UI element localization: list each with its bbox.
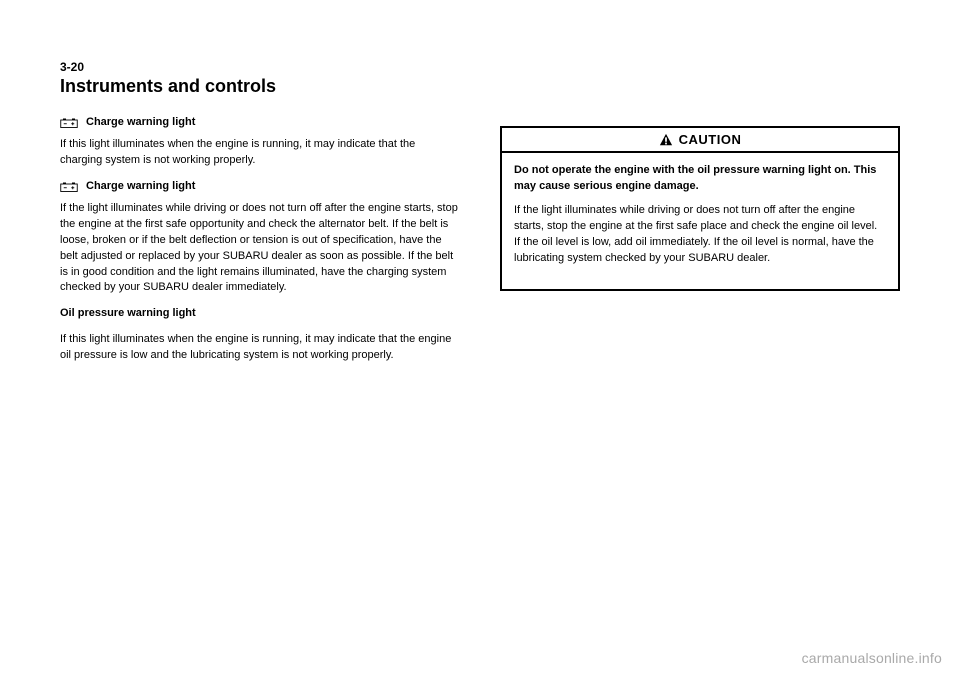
left-paragraph-3: If this light illuminates when the engin…: [60, 332, 460, 364]
charge-warning-row-1: Charge warning light: [60, 115, 460, 131]
caution-header: CAUTION: [502, 128, 898, 153]
caution-label: CAUTION: [679, 132, 742, 147]
oil-pressure-subhead: Oil pressure warning light: [60, 306, 460, 322]
two-column-layout: 3-20 Instruments and controls Charge war…: [60, 60, 900, 374]
charge-warning-row-2: Charge warning light: [60, 179, 460, 195]
caution-paragraph-2: If the light illuminates while driving o…: [514, 203, 886, 267]
caution-paragraph-1: Do not operate the engine with the oil p…: [514, 163, 886, 195]
manual-page: 3-20 Instruments and controls Charge war…: [0, 0, 960, 678]
watermark: carmanualsonline.info: [802, 650, 942, 666]
section-title: Instruments and controls: [60, 76, 460, 97]
spacer: [500, 60, 900, 122]
charge-warning-label-2: Charge warning light: [86, 179, 195, 195]
left-paragraph-1: If this light illuminates when the engin…: [60, 137, 460, 169]
section-number: 3-20: [60, 60, 460, 74]
left-body: Charge warning light If this light illum…: [60, 115, 460, 364]
left-column: 3-20 Instruments and controls Charge war…: [60, 60, 460, 374]
caution-box: CAUTION Do not operate the engine with t…: [500, 126, 900, 291]
battery-icon: [60, 117, 78, 129]
charge-warning-label-1: Charge warning light: [86, 115, 195, 131]
right-column: CAUTION Do not operate the engine with t…: [500, 60, 900, 374]
warning-triangle-icon: [659, 133, 673, 147]
battery-icon: [60, 181, 78, 193]
left-paragraph-2: If the light illuminates while driving o…: [60, 201, 460, 297]
caution-body: Do not operate the engine with the oil p…: [502, 153, 898, 289]
